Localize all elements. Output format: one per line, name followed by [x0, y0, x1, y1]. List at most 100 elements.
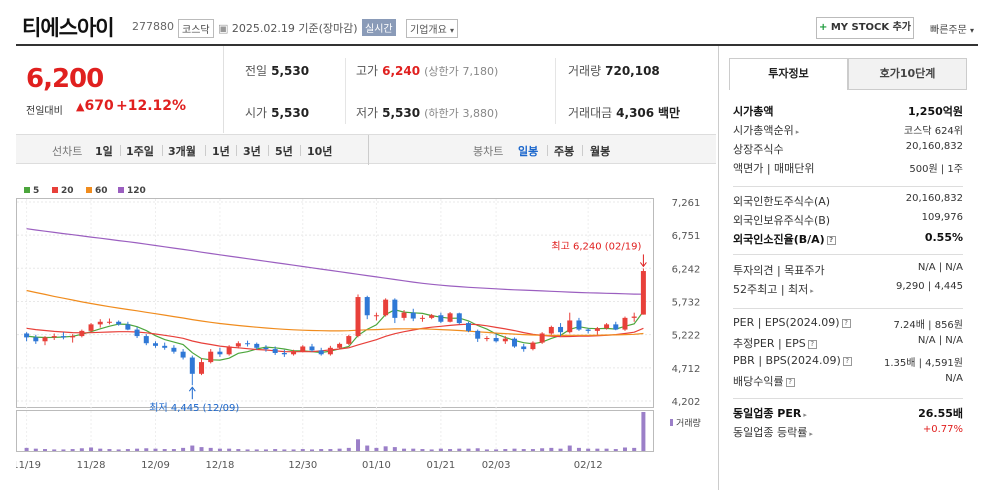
volume-bar: [484, 449, 489, 451]
legend-swatch: [86, 187, 92, 193]
info-tabs: 투자정보 호가10단계: [729, 58, 967, 90]
candle-body: [171, 347, 177, 352]
divider: [205, 145, 206, 156]
realtime-button[interactable]: 실시간: [362, 19, 396, 36]
candle-body: [97, 321, 103, 325]
info-group-valuation: PER | EPS(2024.09)? 7.24배 | 856원 추정PER | E…: [733, 314, 963, 390]
candle-daily[interactable]: 일봉: [518, 145, 539, 158]
info-value: +0.77%: [922, 424, 963, 435]
volume-bar: [632, 447, 637, 451]
period-3y[interactable]: 3년: [243, 145, 261, 158]
divider: [120, 145, 121, 156]
help-icon[interactable]: ?: [785, 377, 795, 387]
help-icon[interactable]: ?: [841, 318, 851, 328]
volume-bar: [613, 449, 618, 451]
chevron-right-icon: ▸: [809, 430, 813, 438]
candle-body: [438, 315, 444, 322]
candle-body: [530, 342, 536, 350]
high-arrowhead: [639, 262, 647, 268]
volume-bar: [181, 447, 186, 451]
volume-bar: [236, 449, 241, 451]
info-value: 26.55배: [918, 407, 963, 420]
candle-body: [465, 323, 471, 331]
help-icon[interactable]: ?: [826, 235, 836, 245]
y-tick-label: 6,242: [672, 264, 701, 275]
volume-bar: [135, 448, 140, 451]
period-1w[interactable]: 1주일: [126, 145, 154, 158]
volume-bar: [429, 449, 434, 451]
candle-body: [152, 343, 158, 346]
chevron-down-icon: ▾: [450, 26, 455, 35]
volume-bar: [171, 449, 176, 451]
stock-code: 277880: [132, 20, 174, 33]
tab-orderbook[interactable]: 호가10단계: [848, 58, 967, 90]
info-key: 상장주식수: [733, 143, 784, 156]
quote-volume: 거래량 720,108: [568, 64, 660, 78]
investment-info-panel: 투자정보 호가10단계 시가총액 1,250억원 시가총액순위 ▸ 코스닥 624위 상장…: [718, 46, 978, 490]
info-row[interactable]: 시가총액순위 ▸ 코스닥 624위: [733, 120, 963, 139]
volume-bar: [521, 449, 526, 451]
volume-bar: [512, 448, 517, 451]
candle-body: [199, 362, 205, 374]
divider: [236, 145, 237, 156]
volume-bar: [24, 447, 29, 451]
chevron-right-icon: ▸: [803, 411, 807, 419]
info-key: 시가총액순위 ▸: [733, 124, 800, 137]
price-box: 6,200 전일대비 ▲670 +12.12%: [16, 46, 224, 133]
period-1d[interactable]: 1일: [95, 145, 113, 158]
candle-body: [235, 343, 241, 347]
low-arrowhead: [188, 386, 196, 392]
divider: [733, 398, 963, 399]
volume-bar: [144, 448, 149, 451]
candle-body: [631, 316, 637, 318]
candle-body: [134, 329, 140, 337]
candle-weekly[interactable]: 주봉: [554, 145, 575, 158]
volume-bar: [374, 447, 379, 451]
info-value: 코스닥 624위: [903, 126, 963, 137]
period-5y[interactable]: 5년: [275, 145, 293, 158]
info-value: 20,160,832: [905, 193, 963, 204]
candle-body: [180, 351, 186, 358]
tab-investment-info[interactable]: 투자정보: [729, 58, 848, 90]
info-value: 0.55%: [924, 231, 963, 244]
price-chart[interactable]: 7,261 6,751 6,242 5,732 5,222 4,712 4,202 11/19…: [16, 198, 716, 478]
period-1y[interactable]: 1년: [212, 145, 230, 158]
help-icon[interactable]: ?: [842, 356, 852, 366]
divider: [547, 145, 548, 156]
volume-bar: [199, 447, 204, 451]
volume-bar: [273, 449, 278, 451]
quote-high: 고가 6,240 (상한가 7,180): [356, 64, 499, 78]
volume-bar: [190, 445, 195, 451]
info-row[interactable]: 동일업종 등락률 ▸ +0.77%: [733, 422, 963, 441]
candle-monthly[interactable]: 월봉: [590, 145, 611, 158]
volume-bar: [319, 449, 324, 451]
y-tick-label: 7,261: [672, 198, 701, 209]
period-3m[interactable]: 3개월: [168, 145, 196, 158]
current-price: 6,200: [26, 64, 104, 94]
candle-body: [419, 317, 425, 319]
volume-bar: [576, 447, 581, 451]
x-tick-label: 02/12: [574, 460, 603, 471]
volume-bar: [346, 447, 351, 451]
candle-body: [217, 351, 223, 355]
volume-bar: [457, 448, 462, 451]
candle-body: [42, 337, 48, 342]
candle-body: [33, 337, 39, 342]
info-row[interactable]: 동일업종 PER ▸ 26.55배: [733, 403, 963, 422]
info-row: PER | EPS(2024.09)? 7.24배 | 856원: [733, 314, 963, 333]
info-key: PER | EPS(2024.09)?: [733, 316, 851, 329]
candle-body: [116, 321, 122, 325]
info-key: 배당수익률?: [733, 373, 795, 389]
help-icon[interactable]: ?: [807, 339, 817, 349]
info-key: 52주최고 | 최저 ▸: [733, 283, 814, 296]
mystock-add-button[interactable]: + MY STOCK 추가: [816, 17, 914, 39]
corp-info-dropdown[interactable]: 기업개요 ▾: [406, 19, 459, 38]
volume-bar: [503, 449, 508, 451]
change-percent: +12.12%: [116, 98, 187, 114]
quick-order-link[interactable]: 빠른주문 ▾: [930, 25, 975, 36]
info-row[interactable]: 52주최고 | 최저 ▸ 9,290 | 4,445: [733, 279, 963, 298]
volume-bar: [107, 449, 112, 451]
candle-body: [604, 324, 610, 329]
volume-bar: [586, 448, 591, 451]
period-10y[interactable]: 10년: [307, 145, 333, 158]
